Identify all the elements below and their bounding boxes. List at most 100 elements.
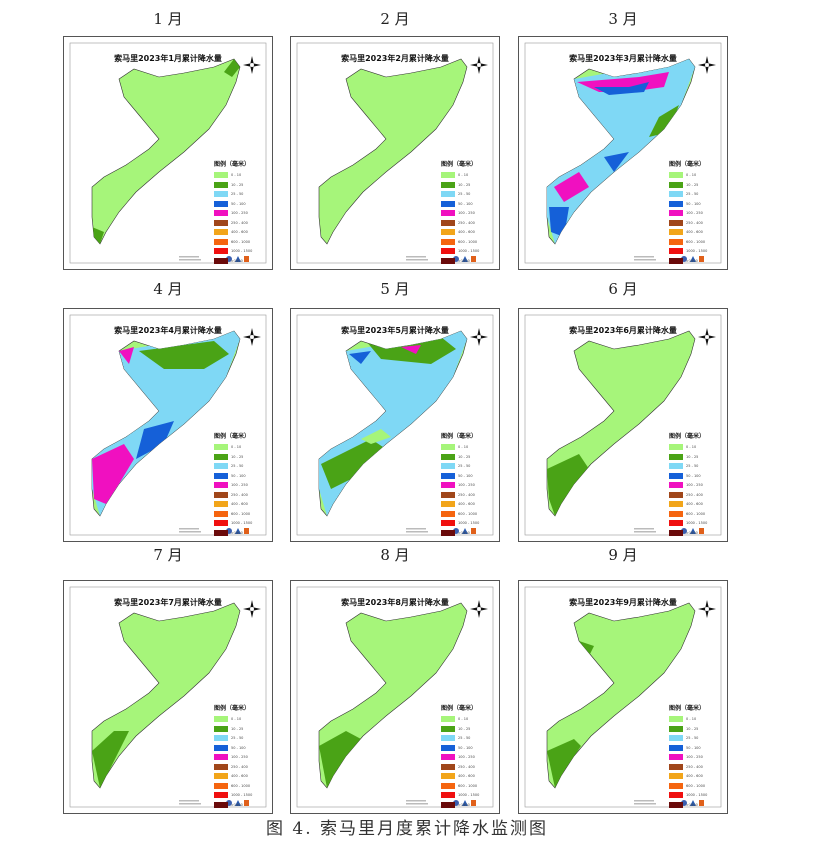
legend-swatch <box>441 219 455 226</box>
rainfall-zone <box>594 82 649 95</box>
rainfall-zone <box>401 345 421 354</box>
legend-label: 600 - 1000 <box>231 783 251 788</box>
legend-swatch <box>669 491 683 498</box>
legend-swatch <box>669 219 683 226</box>
legend-swatch <box>441 210 455 216</box>
legend-label: 250 - 400 <box>686 764 703 769</box>
legend-swatch <box>669 763 683 770</box>
legend-item: 25 - 50 <box>214 734 264 742</box>
legend-swatch <box>214 482 228 488</box>
legend-swatch <box>669 257 683 264</box>
legend-label: 100 - 250 <box>231 483 248 487</box>
compass-icon <box>470 56 488 74</box>
legend-item: >1500 <box>214 529 264 537</box>
legend-item: >1500 <box>441 801 491 809</box>
legend-swatch <box>669 744 683 751</box>
legend-label: 10 - 25 <box>686 726 699 731</box>
precipitation-map-panel: 索马里2023年9月累计降水量 图例（毫米） 0 - 10 10 - 25 25 - 5… <box>518 580 728 814</box>
legend-item: 25 - 50 <box>214 462 264 470</box>
legend-swatch <box>214 238 228 245</box>
rainfall-zone <box>319 731 361 788</box>
legend-item: 400 - 600 <box>441 228 491 236</box>
legend-label: 1000 - 1500 <box>458 793 480 797</box>
compass-icon <box>243 56 261 74</box>
legend-item: 1000 - 1500 <box>441 519 491 527</box>
map-title: 索马里2023年8月累计降水量 <box>341 598 449 607</box>
legend-item: 10 - 25 <box>669 181 719 189</box>
legend-swatch <box>441 172 455 178</box>
legend-swatch <box>669 773 683 779</box>
legend-swatch <box>441 763 455 770</box>
legend-item: >1500 <box>669 529 719 537</box>
legend-item: 600 - 1000 <box>214 782 264 790</box>
legend-item: 25 - 50 <box>441 734 491 742</box>
legend-item: 10 - 25 <box>214 725 264 733</box>
legend-item: 0 - 10 <box>441 715 491 723</box>
rainfall-zone <box>604 152 629 172</box>
legend-item: 600 - 1000 <box>214 510 264 518</box>
precipitation-map-panel: 索马里2023年1月累计降水量 图例（毫米） 0 - 10 10 - 25 25 - 5… <box>63 36 273 270</box>
legend-label: >1500 <box>458 802 470 807</box>
legend-label: 400 - 600 <box>231 774 248 778</box>
legend-swatch <box>669 453 683 460</box>
legend-title: 图例（毫米） <box>441 705 478 712</box>
legend-label: 25 - 50 <box>231 192 244 196</box>
legend-item: 400 - 600 <box>214 500 264 508</box>
legend-label: 1000 - 1500 <box>458 249 480 253</box>
legend-label: >1500 <box>231 530 243 535</box>
legend-swatch <box>214 744 228 751</box>
rainfall-zone <box>579 641 594 656</box>
legend-label: 50 - 100 <box>458 473 473 478</box>
figure-caption: 图 4. 索马里月度累计降水监测图 <box>265 819 549 839</box>
legend-label: 100 - 250 <box>458 211 475 215</box>
legend-label: 250 - 400 <box>686 220 703 225</box>
legend-item: 250 - 400 <box>669 763 719 771</box>
legend-swatch <box>669 172 683 178</box>
legend-label: 600 - 1000 <box>458 511 478 516</box>
legend-label: 0 - 10 <box>231 445 242 449</box>
rainfall-zone <box>119 347 134 364</box>
legend-item: 0 - 10 <box>441 171 491 179</box>
compass-icon <box>243 600 261 618</box>
legend: 图例（毫米） 0 - 10 10 - 25 25 - 50 50 - 100 100 - … <box>441 703 491 810</box>
legend-swatch <box>669 444 683 450</box>
legend-item: 600 - 1000 <box>441 238 491 246</box>
legend-label: 10 - 25 <box>686 454 699 459</box>
legend-swatch <box>214 181 228 188</box>
rainfall-zone <box>92 444 134 504</box>
legend-item: 600 - 1000 <box>669 510 719 518</box>
legend-label: 50 - 100 <box>231 201 246 206</box>
legend-item: 400 - 600 <box>669 228 719 236</box>
rainfall-zone <box>547 739 581 788</box>
legend-label: 600 - 1000 <box>686 783 706 788</box>
legend-swatch <box>669 510 683 517</box>
legend-swatch <box>669 210 683 216</box>
legend-swatch <box>441 501 455 507</box>
legend-item: 400 - 600 <box>441 500 491 508</box>
rainfall-zone <box>224 59 240 77</box>
legend-item: 100 - 250 <box>441 209 491 217</box>
legend-swatch <box>214 520 228 526</box>
legend-label: 600 - 1000 <box>231 511 251 516</box>
month-label: 2 月 <box>380 10 410 28</box>
legend-item: 0 - 10 <box>214 171 264 179</box>
legend-item: 1000 - 1500 <box>214 247 264 255</box>
legend-swatch <box>214 472 228 479</box>
legend-swatch <box>214 463 228 469</box>
legend-item: >1500 <box>214 257 264 265</box>
legend-item: 1000 - 1500 <box>214 791 264 799</box>
legend-label: 1000 - 1500 <box>231 793 253 797</box>
legend-label: 50 - 100 <box>686 745 701 750</box>
legend-label: 0 - 10 <box>686 445 697 449</box>
legend-item: 25 - 50 <box>214 190 264 198</box>
legend-item: 1000 - 1500 <box>441 247 491 255</box>
legend-item: >1500 <box>669 801 719 809</box>
legend-label: 10 - 25 <box>686 182 699 187</box>
legend-swatch <box>441 463 455 469</box>
legend-swatch <box>214 210 228 216</box>
legend-label: 10 - 25 <box>231 454 244 459</box>
somalia-outline <box>91 58 241 245</box>
legend-item: 50 - 100 <box>669 472 719 480</box>
legend-swatch <box>669 754 683 760</box>
legend-title: 图例（毫米） <box>669 433 706 440</box>
